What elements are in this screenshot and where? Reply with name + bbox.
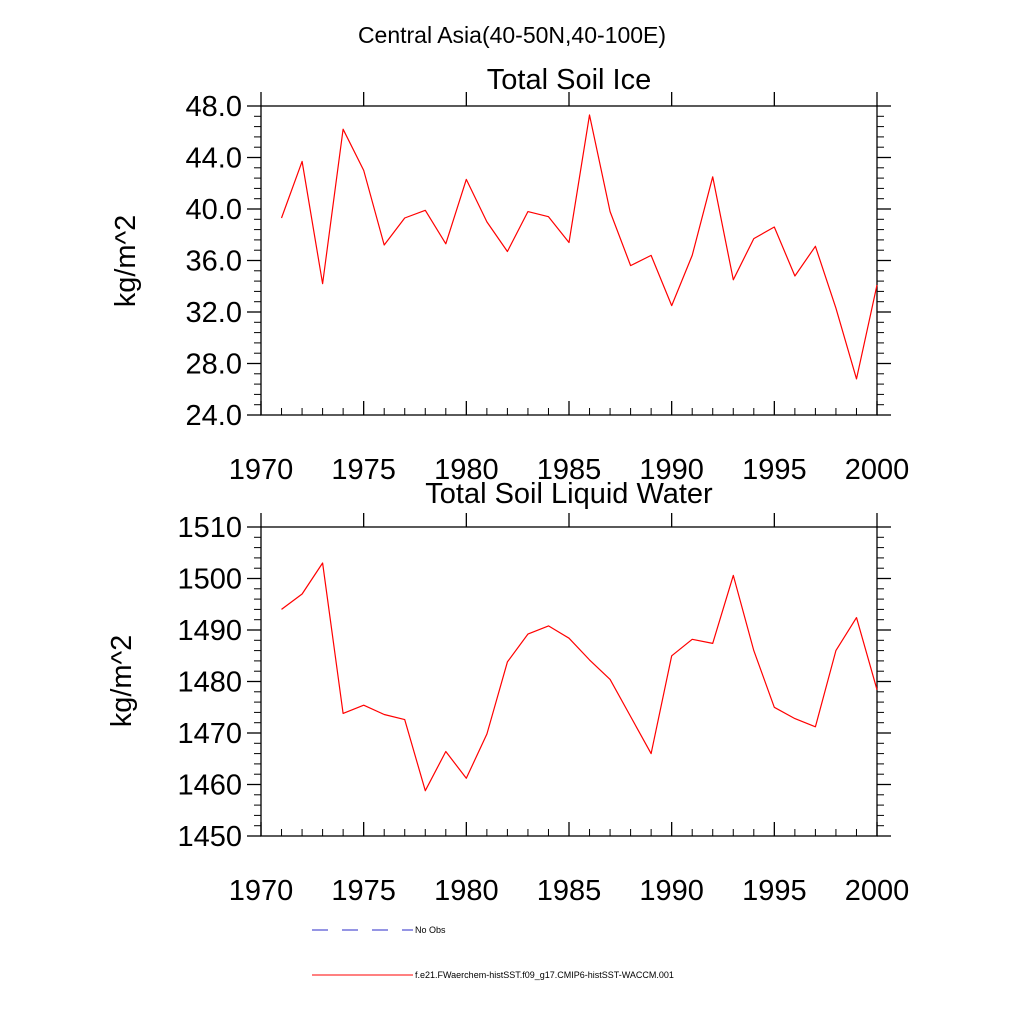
y-tick-label: 24.0 xyxy=(186,400,242,432)
x-tick-label: 1990 xyxy=(639,875,704,907)
x-tick-label: 1995 xyxy=(742,875,807,907)
y-tick-label: 32.0 xyxy=(186,297,242,329)
legend: No Obs f.e21.FWaerchem-histSST.f09_g17.C… xyxy=(312,925,674,980)
x-tick-label: 1970 xyxy=(229,875,294,907)
x-tick-label: 1985 xyxy=(537,454,602,486)
y-tick-label: 1480 xyxy=(177,667,242,699)
series-line xyxy=(281,562,878,792)
legend-label-model-run: f.e21.FWaerchem-histSST.f09_g17.CMIP6-hi… xyxy=(415,970,674,980)
x-tick-label: 1980 xyxy=(434,454,499,486)
x-tick-label: 1975 xyxy=(331,875,396,907)
y-tick-label: 1500 xyxy=(177,564,242,596)
y-tick-label: 40.0 xyxy=(186,194,242,226)
figure-title: Central Asia(40-50N,40-100E) xyxy=(358,22,666,48)
legend-label-no-obs: No Obs xyxy=(415,925,446,935)
x-tick-label: 1975 xyxy=(331,454,396,486)
y-tick-label: 1470 xyxy=(177,718,242,750)
x-tick-label: 1980 xyxy=(434,875,499,907)
series-line xyxy=(280,114,878,380)
y-tick-label: 1450 xyxy=(177,821,242,853)
y-tick-label: 48.0 xyxy=(186,91,242,123)
x-tick-label: 2000 xyxy=(845,875,910,907)
chart-total-soil-liquid-water: Total Soil Liquid Water kg/m^2 1970 1975 1… xyxy=(106,478,909,907)
y-tick-label: 36.0 xyxy=(186,246,242,278)
x-tick-label: 1970 xyxy=(229,454,294,486)
x-tick-label: 1995 xyxy=(742,454,807,486)
x-tick-label: 2000 xyxy=(845,454,910,486)
chart-total-soil-ice: Total Soil Ice kg/m^2 1970 1975 1980 1985 19… xyxy=(110,64,909,486)
chart-title: Total Soil Ice xyxy=(487,64,651,96)
y-tick-label: 44.0 xyxy=(186,143,242,175)
y-axis-label: kg/m^2 xyxy=(106,635,138,728)
y-tick-label: 1460 xyxy=(177,770,242,802)
x-tick-label: 1985 xyxy=(537,875,602,907)
y-tick-label: 1490 xyxy=(177,615,242,647)
y-tick-label: 1510 xyxy=(177,512,242,544)
x-tick-label: 1990 xyxy=(639,454,704,486)
chart-title: Total Soil Liquid Water xyxy=(425,478,713,510)
y-axis-label: kg/m^2 xyxy=(110,215,142,308)
y-tick-label: 28.0 xyxy=(186,349,242,381)
